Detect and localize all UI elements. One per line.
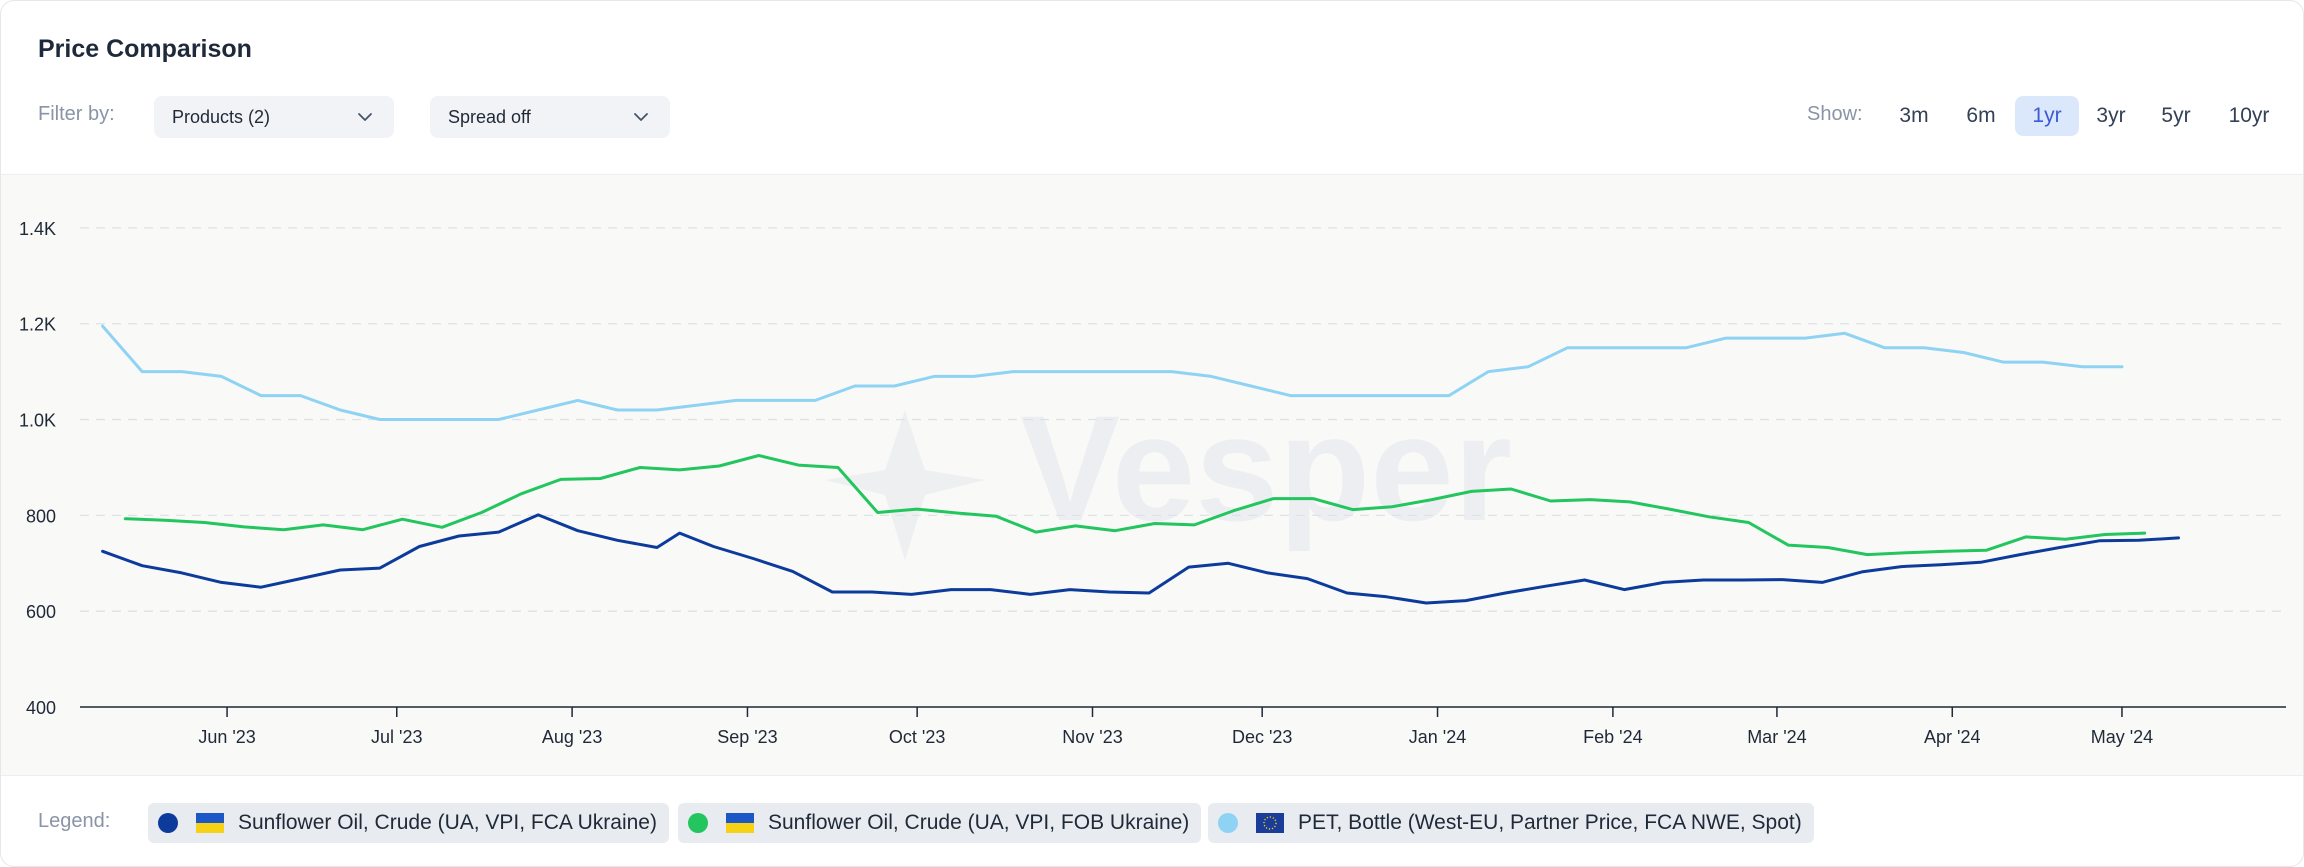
x-tick-label: Sep '23	[717, 727, 778, 747]
x-tick-label: Nov '23	[1062, 727, 1122, 747]
spread-dropdown[interactable]: Spread off	[430, 96, 670, 138]
series-color-dot	[688, 813, 708, 833]
range-button-10yr[interactable]: 10yr	[2228, 104, 2270, 127]
series-color-dot	[1218, 813, 1238, 833]
y-tick-label: 800	[26, 506, 56, 526]
page-title: Price Comparison	[38, 35, 252, 63]
x-tick-label: Jun '23	[198, 727, 255, 747]
watermark-text: Vesper	[1020, 384, 1512, 552]
series-color-dot	[158, 813, 178, 833]
legend-label: Legend:	[38, 810, 111, 832]
chevron-down-icon	[634, 113, 648, 121]
x-tick-label: Dec '23	[1232, 727, 1292, 747]
plot-area	[1, 174, 2303, 776]
legend-item-pet-bottle[interactable]: PET, Bottle (West-EU, Partner Price, FCA…	[1208, 803, 1814, 843]
range-button-3m[interactable]: 3m	[1899, 104, 1929, 127]
legend-item-label: Sunflower Oil, Crude (UA, VPI, FCA Ukrai…	[238, 811, 657, 834]
products-dropdown[interactable]: Products (2)	[154, 96, 394, 138]
legend-item-fca-ukraine[interactable]: Sunflower Oil, Crude (UA, VPI, FCA Ukrai…	[148, 803, 669, 843]
x-tick-label: Oct '23	[889, 727, 945, 747]
eu-flag-icon	[1256, 813, 1284, 833]
x-tick-label: Aug '23	[542, 727, 603, 747]
chevron-down-icon	[358, 113, 372, 121]
legend-item-label: Sunflower Oil, Crude (UA, VPI, FOB Ukrai…	[768, 811, 1190, 834]
legend-item-fob-ukraine[interactable]: Sunflower Oil, Crude (UA, VPI, FOB Ukrai…	[678, 803, 1202, 843]
show-label: Show:	[1807, 103, 1863, 125]
x-tick-label: Apr '24	[1924, 727, 1980, 747]
ukraine-flag-icon	[196, 813, 224, 833]
range-button-3yr[interactable]: 3yr	[2096, 104, 2126, 127]
series-line-2	[123, 454, 2147, 557]
range-button-5yr[interactable]: 5yr	[2161, 104, 2191, 127]
x-tick-label: Feb '24	[1583, 727, 1642, 747]
products-dropdown-label: Products (2)	[172, 106, 271, 127]
ukraine-flag-icon	[726, 813, 754, 833]
watermark-star-icon	[825, 410, 985, 560]
watermark: Vesper	[825, 384, 1512, 560]
y-tick-label: 1.0K	[19, 411, 56, 431]
y-tick-label: 400	[26, 698, 56, 718]
x-tick-label: Jul '23	[371, 727, 422, 747]
y-tick-label: 1.4K	[19, 219, 56, 239]
x-tick-label: Mar '24	[1747, 727, 1806, 747]
range-button-1yr[interactable]: 1yr	[2015, 96, 2079, 136]
spread-dropdown-label: Spread off	[448, 106, 531, 127]
series-line-3	[101, 324, 2124, 421]
y-tick-label: 600	[26, 602, 56, 622]
filter-label: Filter by:	[38, 103, 115, 125]
legend-item-label: PET, Bottle (West-EU, Partner Price, FCA…	[1298, 811, 1802, 834]
x-tick-label: Jan '24	[1409, 727, 1466, 747]
x-tick-label: May '24	[2091, 727, 2153, 747]
series-line-1	[101, 513, 2180, 605]
range-button-6m[interactable]: 6m	[1966, 104, 1996, 127]
y-tick-label: 1.2K	[19, 315, 56, 335]
